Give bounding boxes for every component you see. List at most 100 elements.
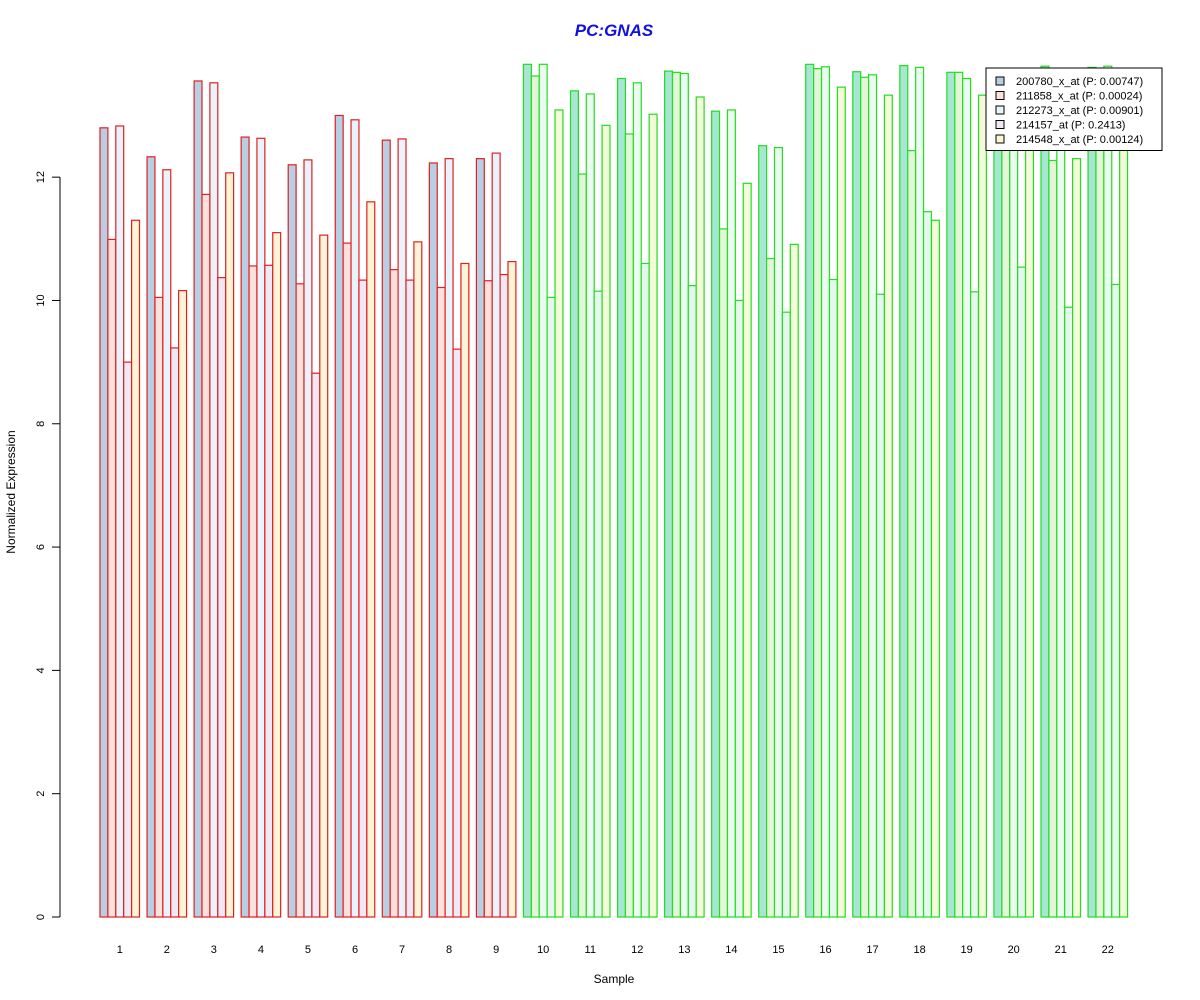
bar-21-series-1	[1040, 65, 1050, 918]
bar-9-series-3	[491, 152, 501, 918]
legend-swatch	[995, 76, 1005, 86]
bar-14-series-5	[742, 182, 752, 918]
bar-22-series-4	[1111, 283, 1121, 918]
bar-7-series-5	[413, 241, 423, 918]
x-tick-label: 6	[352, 944, 358, 956]
bar-7-series-3	[397, 138, 407, 918]
bar-1-series-5	[131, 219, 141, 918]
legend: 200780_x_at (P: 0.00747) 211858_x_at (P: …	[985, 67, 1163, 151]
bar-17-series-2	[860, 76, 870, 918]
x-tick-label: 21	[1055, 944, 1067, 956]
bar-4-series-3	[256, 137, 266, 918]
bar-3-series-3	[209, 82, 219, 918]
bar-2-series-1	[146, 156, 156, 918]
x-tick-label: 9	[493, 944, 499, 956]
bar-16-series-1	[805, 63, 815, 918]
bar-2-series-3	[162, 169, 172, 918]
bar-19-series-3	[962, 77, 972, 918]
bar-2-series-4	[170, 347, 180, 918]
bar-6-series-2	[342, 242, 352, 918]
x-tick-label: 8	[446, 944, 452, 956]
y-tick-label: 6	[35, 544, 47, 550]
x-tick-label: 12	[631, 944, 643, 956]
bar-6-series-3	[350, 119, 360, 918]
bar-1-series-4	[123, 361, 133, 918]
y-axis: 0 2 4 6 8 10 12	[35, 171, 61, 920]
bar-18-series-1	[899, 64, 909, 918]
x-tick-label: 11	[585, 944, 596, 956]
bar-16-series-2	[813, 68, 823, 918]
x-tick-label: 16	[819, 944, 831, 956]
legend-box	[985, 67, 1163, 151]
bar-6-series-5	[366, 201, 376, 918]
bar-18-series-3	[915, 66, 925, 918]
bar-9-series-5	[507, 261, 517, 918]
bar-15-series-2	[765, 257, 776, 918]
y-axis-label: Normalized Expression	[4, 430, 18, 553]
bar-21-series-5	[1071, 158, 1082, 918]
legend-swatch	[995, 105, 1005, 115]
bar-19-series-2	[954, 71, 964, 918]
bar-6-series-4	[358, 279, 368, 918]
bar-21-series-3	[1056, 68, 1066, 918]
legend-entry: 214548_x_at (P: 0.00124)	[1016, 134, 1143, 146]
y-tick-label: 4	[35, 667, 47, 673]
bar-17-series-5	[883, 94, 893, 918]
bar-2-series-5	[178, 289, 188, 918]
bar-9-series-1	[475, 158, 485, 918]
bar-1-series-1	[99, 127, 109, 918]
bar-12-series-2	[624, 133, 634, 918]
bar-10-series-2	[530, 75, 540, 918]
x-tick-label: 14	[725, 944, 737, 956]
bar-12-series-1	[616, 77, 627, 918]
x-tick-label: 1	[117, 944, 123, 956]
bar-22-series-5	[1119, 139, 1129, 918]
bar-5-series-5	[319, 234, 329, 918]
x-tick-label: 15	[772, 944, 784, 956]
bar-11-series-2	[577, 173, 587, 918]
bar-15-series-1	[758, 145, 768, 918]
bar-13-series-2	[671, 71, 682, 918]
bar-13-series-5	[695, 96, 705, 918]
bar-4-series-2	[248, 265, 258, 918]
bar-19-series-5	[977, 94, 988, 918]
bar-18-series-2	[907, 150, 917, 918]
bar-17-series-3	[867, 74, 878, 918]
bar-9-series-2	[483, 280, 493, 918]
bar-3-series-1	[193, 80, 203, 918]
bar-14-series-2	[718, 228, 729, 918]
bar-7-series-1	[381, 139, 391, 918]
bar-22-series-1	[1087, 66, 1097, 918]
legend-swatch	[995, 134, 1005, 144]
bar-19-series-1	[946, 71, 956, 918]
bar-10-series-3	[538, 63, 548, 918]
bar-8-series-3	[444, 158, 454, 918]
bar-8-series-4	[452, 348, 462, 918]
bar-5-series-2	[295, 283, 305, 918]
y-tick-label: 8	[35, 421, 47, 427]
bar-11-series-3	[585, 93, 595, 918]
bar-3-series-4	[217, 277, 227, 918]
legend-entry: 211858_x_at (P: 0.00024)	[1016, 91, 1142, 103]
plot-area	[99, 63, 1129, 918]
bar-20-series-1	[993, 68, 1003, 918]
x-axis-label: Sample	[594, 972, 635, 986]
x-axis: 1 2 3 4 5 6 7 8 9 10 11 12 13 14 15 16 17 18 19 20 21 22	[117, 944, 1114, 956]
bar-14-series-4	[734, 299, 744, 918]
bar-4-series-1	[240, 136, 250, 918]
bar-1-series-3	[115, 125, 125, 918]
bar-2-series-2	[154, 296, 164, 918]
bar-22-series-2	[1095, 84, 1105, 918]
bar-10-series-5	[554, 109, 564, 918]
bar-18-series-4	[922, 211, 933, 918]
bar-14-series-3	[726, 109, 736, 918]
bar-3-series-2	[201, 193, 211, 918]
bar-5-series-4	[311, 372, 321, 918]
bar-20-series-4	[1017, 266, 1027, 918]
bar-13-series-1	[663, 70, 674, 918]
bar-13-series-4	[687, 285, 697, 918]
bar-8-series-5	[460, 262, 470, 918]
y-tick-label: 10	[35, 294, 47, 306]
bar-6-series-1	[334, 114, 344, 918]
